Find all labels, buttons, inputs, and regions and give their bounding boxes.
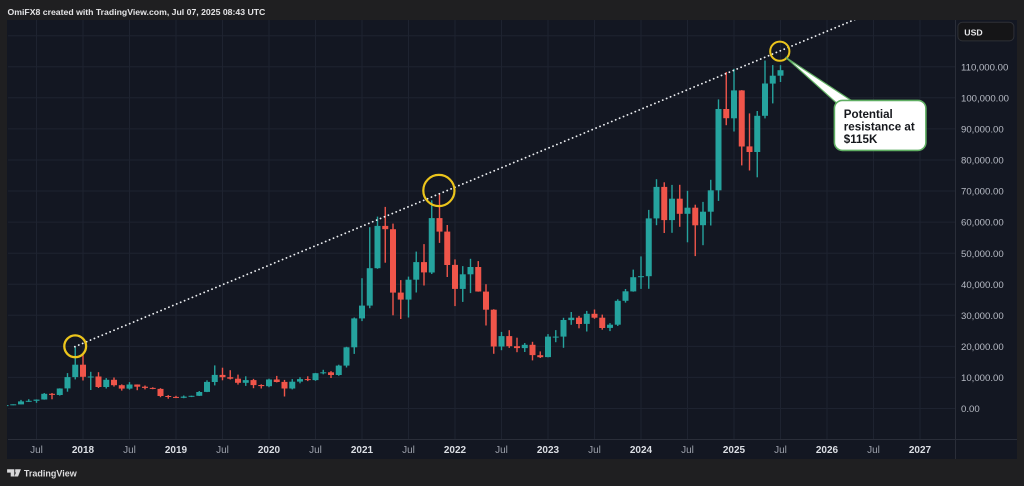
svg-text:70,000.00: 70,000.00 [961,187,1004,198]
svg-text:2018: 2018 [72,445,95,456]
svg-text:Potential: Potential [844,108,893,121]
svg-text:Jul: Jul [588,445,601,456]
svg-text:TradingView: TradingView [24,468,78,478]
svg-text:110,000.00: 110,000.00 [961,62,1008,73]
svg-text:2019: 2019 [165,445,188,456]
svg-text:60,000.00: 60,000.00 [961,218,1004,229]
svg-text:10,000.00: 10,000.00 [961,373,1004,384]
svg-text:Jul: Jul [123,445,136,456]
svg-text:30,000.00: 30,000.00 [961,311,1004,322]
svg-text:Jul: Jul [402,445,415,456]
svg-text:90,000.00: 90,000.00 [961,125,1004,136]
svg-text:$115K: $115K [844,133,878,146]
svg-text:2026: 2026 [816,445,839,456]
svg-text:Jul: Jul [774,445,787,456]
svg-text:resistance at: resistance at [844,120,915,133]
svg-text:Jul: Jul [309,445,322,456]
svg-text:Jul: Jul [681,445,694,456]
svg-text:Jul: Jul [495,445,508,456]
svg-text:2020: 2020 [258,445,281,456]
svg-text:2022: 2022 [444,445,467,456]
svg-text:2024: 2024 [630,445,653,456]
svg-text:100,000.00: 100,000.00 [961,93,1009,104]
svg-text:2025: 2025 [723,445,746,456]
svg-text:2023: 2023 [537,445,560,456]
svg-text:Jul: Jul [216,445,229,456]
svg-text:OmiFX8 created with TradingVie: OmiFX8 created with TradingView.com, Jul… [8,7,267,17]
svg-text:USD: USD [964,28,982,38]
svg-text:80,000.00: 80,000.00 [961,156,1004,167]
svg-text:2027: 2027 [909,445,932,456]
svg-text:Jul: Jul [867,445,880,456]
svg-text:40,000.00: 40,000.00 [961,280,1004,291]
svg-text:0.00: 0.00 [961,404,980,415]
svg-text:Jul: Jul [30,445,43,456]
svg-text:20,000.00: 20,000.00 [961,342,1004,353]
svg-text:2021: 2021 [351,445,374,456]
svg-text:50,000.00: 50,000.00 [961,249,1004,260]
